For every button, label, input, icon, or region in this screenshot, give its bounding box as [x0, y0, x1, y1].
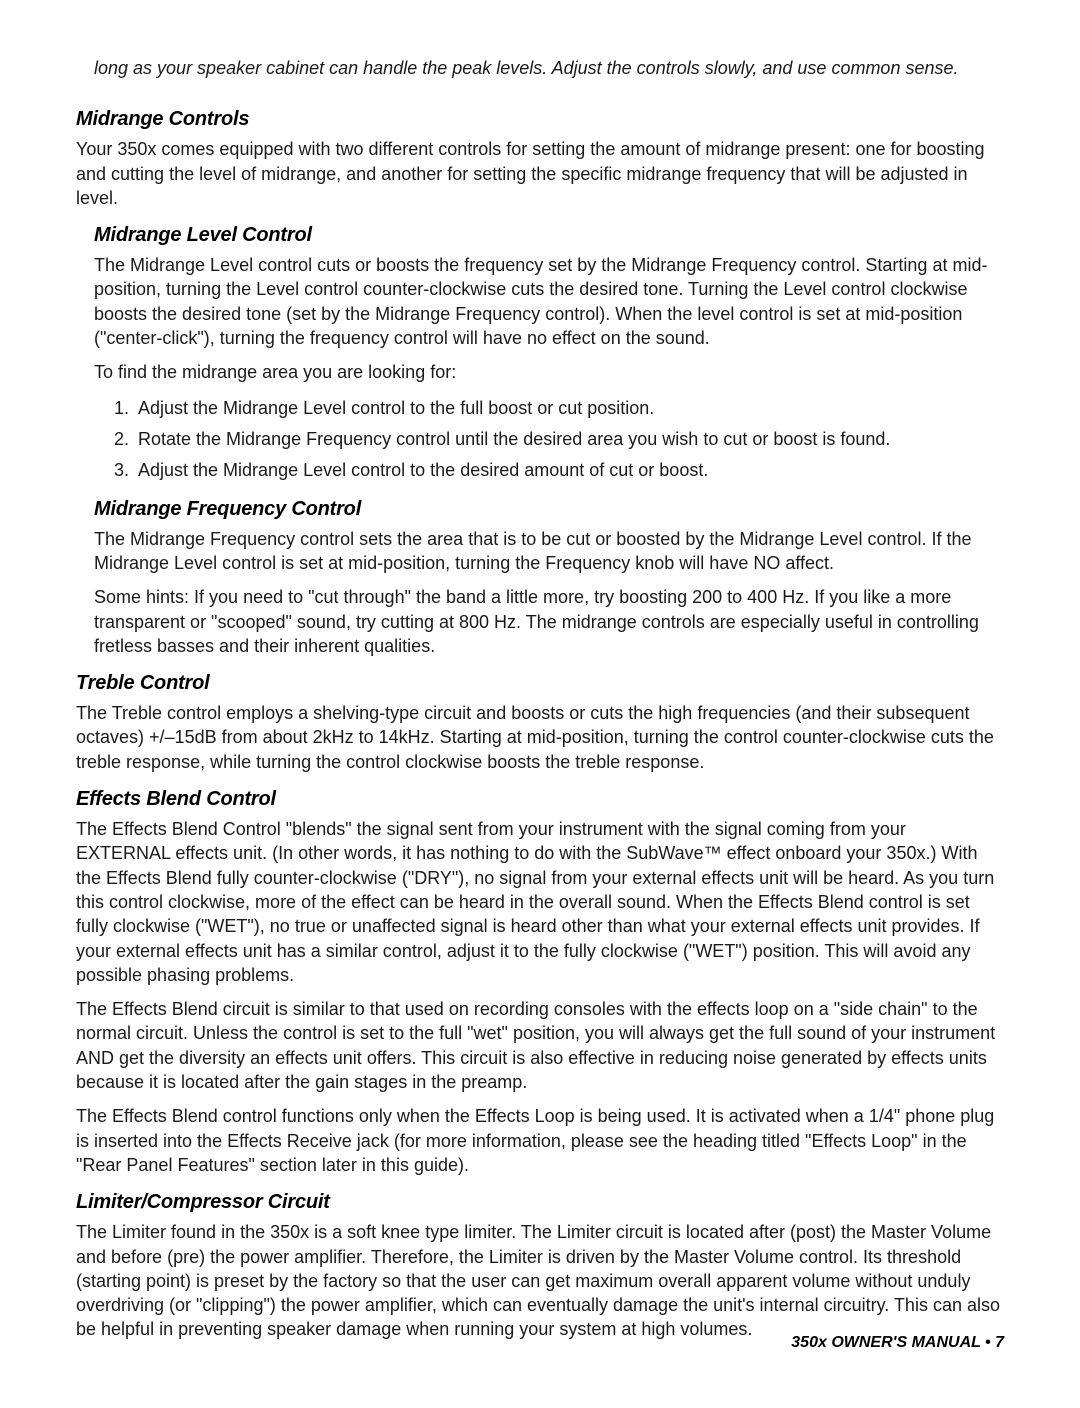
intro-continuation: long as your speaker cabinet can handle … — [94, 56, 1004, 80]
paragraph: To find the midrange area you are lookin… — [94, 360, 1004, 384]
paragraph: The Effects Blend Control "blends" the s… — [76, 817, 1004, 987]
paragraph: The Midrange Frequency control sets the … — [94, 527, 1004, 576]
list-item: Rotate the Midrange Frequency control un… — [134, 426, 1004, 453]
manual-page: long as your speaker cabinet can handle … — [0, 0, 1080, 1408]
list-item: Adjust the Midrange Level control to the… — [134, 457, 1004, 484]
paragraph: The Midrange Level control cuts or boost… — [94, 253, 1004, 350]
steps-list: Adjust the Midrange Level control to the… — [134, 395, 1004, 484]
paragraph: The Effects Blend circuit is similar to … — [76, 997, 1004, 1094]
heading-midrange-controls: Midrange Controls — [76, 108, 1004, 131]
page-footer: 350x OWNER'S MANUAL • 7 — [791, 1334, 1004, 1352]
heading-treble-control: Treble Control — [76, 672, 1004, 695]
paragraph: Some hints: If you need to "cut through"… — [94, 585, 1004, 658]
paragraph: The Effects Blend control functions only… — [76, 1104, 1004, 1177]
paragraph: The Treble control employs a shelving-ty… — [76, 701, 1004, 774]
paragraph: Your 350x comes equipped with two differ… — [76, 137, 1004, 210]
heading-effects-blend: Effects Blend Control — [76, 788, 1004, 811]
paragraph: The Limiter found in the 350x is a soft … — [76, 1220, 1004, 1341]
heading-limiter-compressor: Limiter/Compressor Circuit — [76, 1191, 1004, 1214]
heading-midrange-frequency: Midrange Frequency Control — [94, 498, 1004, 521]
heading-midrange-level: Midrange Level Control — [94, 224, 1004, 247]
list-item: Adjust the Midrange Level control to the… — [134, 395, 1004, 422]
